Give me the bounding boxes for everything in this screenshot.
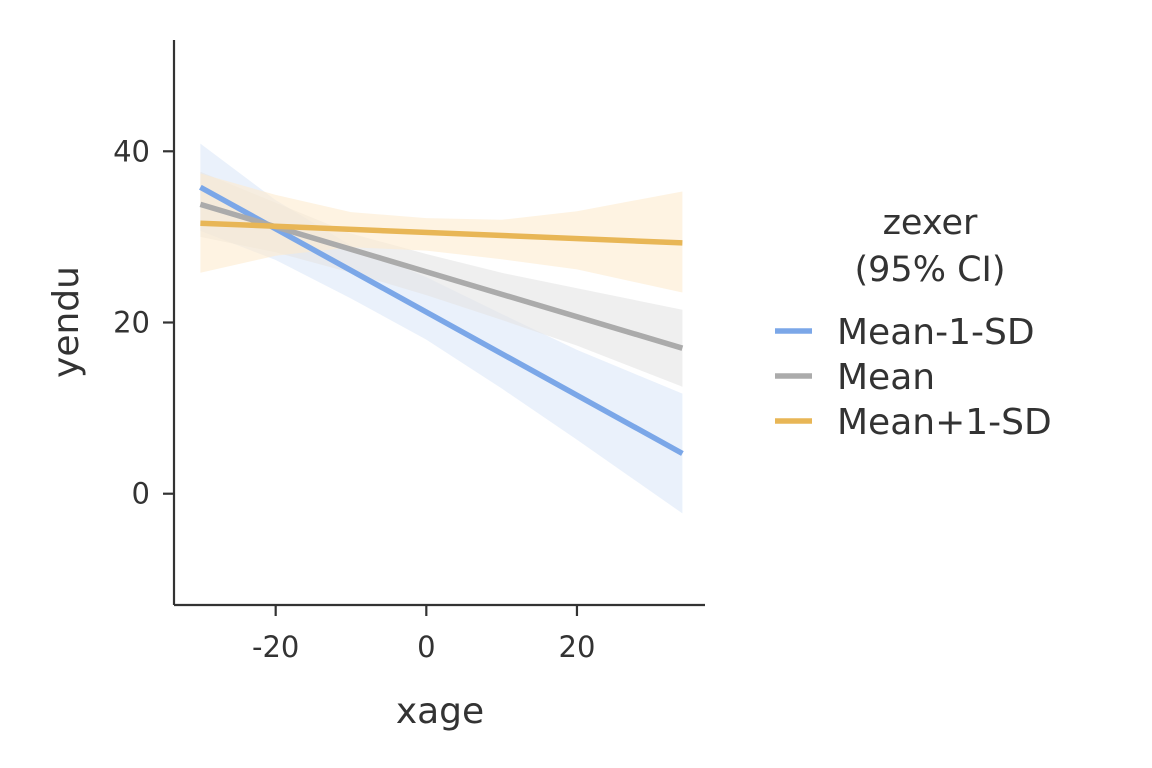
legend-title-line-2: (95% CI) [855,250,1006,290]
series-line-mean-1-sd [199,184,684,456]
x-axis-title: xage [396,691,484,732]
y-ticks: 0 20 40 [113,134,174,511]
legend-label-mean-1-sd: Mean-1-SD [837,312,1035,353]
legend-label-meanplus1-sd: Mean+1-SD [837,402,1052,443]
x-tick-label: -20 [252,630,299,664]
x-tick-label: 20 [559,630,596,664]
legend-title-line-1: zexer [883,203,978,243]
x-ticks: -20 0 20 [252,605,595,664]
y-tick-label: 40 [113,134,150,168]
legend-label-mean: Mean [837,357,935,398]
y-tick-label: 0 [132,477,150,511]
series-lines [199,184,684,456]
y-axis-title: yendu [46,266,87,378]
y-tick-label: 20 [113,306,150,340]
series-line-meanplus1-sd [200,220,683,246]
x-tick-label: 0 [417,630,435,664]
